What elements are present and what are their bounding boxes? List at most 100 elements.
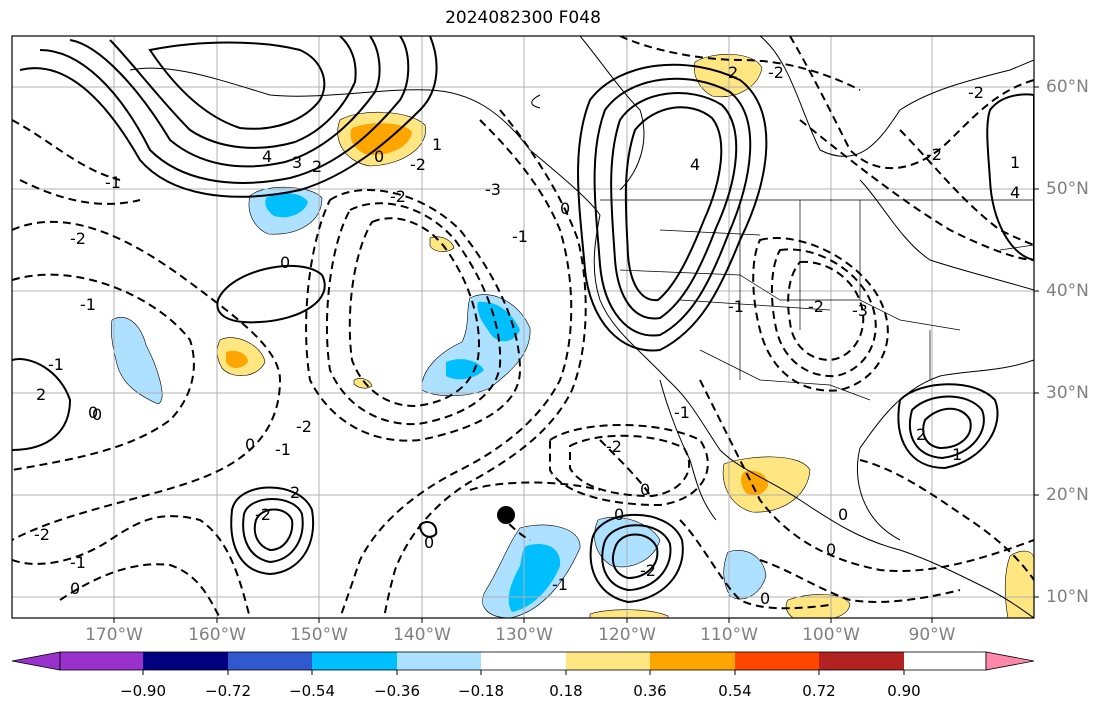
shading-offshore-deepblue-2 [446, 359, 484, 380]
contour-label: -1 [275, 440, 291, 459]
contour-label: 0 [374, 147, 384, 166]
colorbar-segment [735, 652, 819, 670]
shading-bottom-yellow [589, 609, 669, 618]
contour-label: 1 [432, 135, 442, 154]
colorbar-segment [819, 652, 904, 670]
colorbar-tick-label: −0.90 [120, 682, 166, 700]
contour-label: -1 [80, 295, 96, 314]
colorbar-extend-low [11, 651, 61, 671]
contour-label: -1 [48, 355, 64, 374]
colorbar-segment [650, 652, 735, 670]
contour-label: -2 [968, 83, 984, 102]
contour-label: -2 [926, 145, 942, 164]
colorbar-tick-label: 0.36 [633, 682, 667, 700]
colorbar-segment [60, 652, 143, 670]
contour-label: -3 [852, 301, 868, 320]
contour-label: 0 [92, 405, 102, 424]
contour-label: 4 [690, 155, 700, 174]
contour-label: 0 [560, 199, 570, 218]
colorbar-tick-label: −0.36 [374, 682, 420, 700]
axis-ticks [113, 86, 1039, 623]
colorbar-tick-label: 0.54 [718, 682, 752, 700]
contour-label: -1 [674, 403, 690, 422]
contour-label: 0 [826, 540, 836, 559]
contour-label: 3 [292, 153, 302, 172]
contour-label: 2 [36, 385, 46, 404]
colorbar-tick-label: −0.18 [458, 682, 504, 700]
lat-label: 10°N [1046, 587, 1089, 607]
map-frame [11, 35, 1035, 619]
lon-label: 160°W [188, 625, 246, 645]
colorbar-segments [59, 651, 987, 671]
colorbar-segment [397, 652, 481, 670]
contour-label: 0 [760, 589, 770, 608]
lon-label: 170°W [85, 625, 143, 645]
contour-label: 0 [838, 505, 848, 524]
lon-label: 90°W [908, 625, 956, 645]
contour-label: -1 [512, 227, 528, 246]
contour-label: 4 [1010, 183, 1020, 202]
contour-label: 0 [70, 579, 80, 598]
shading-central-orange-spot [226, 350, 248, 368]
colorbar-segment [228, 652, 312, 670]
colorbar [11, 651, 1035, 675]
colorbar-segment [312, 652, 397, 670]
colorbar-segment [566, 652, 650, 670]
lat-label: 30°N [1046, 383, 1089, 403]
coastlines [129, 36, 1034, 618]
contour-label: 0 [88, 403, 98, 422]
storm-center-marker [497, 506, 515, 524]
contour-label: -2 [410, 155, 426, 174]
contour-label: -1 [552, 575, 568, 594]
negative-contours [12, 36, 1034, 618]
contour-label: 0 [424, 533, 434, 552]
lat-label: 20°N [1046, 485, 1089, 505]
contour-label: -1 [70, 553, 86, 572]
contour-label: -2 [34, 525, 50, 544]
lat-label: 40°N [1046, 281, 1089, 301]
lon-label: 130°W [495, 625, 553, 645]
contour-label: 2 [290, 483, 300, 502]
shading-west-pacific-blue [110, 316, 163, 405]
graticule [12, 36, 1034, 618]
colorbar-extend-high [985, 651, 1035, 671]
lon-label: 150°W [290, 625, 348, 645]
contour-label: -2 [808, 297, 824, 316]
contour-label: -2 [606, 437, 622, 456]
contour-label: -2 [640, 561, 656, 580]
lat-label: 50°N [1046, 179, 1089, 199]
lon-label: 110°W [700, 625, 758, 645]
contour-label: 1 [952, 445, 962, 464]
lat-label: 60°N [1046, 77, 1089, 97]
lon-label: 120°W [598, 625, 656, 645]
contour-label: 0 [245, 435, 255, 454]
contour-label: -2 [768, 63, 784, 82]
shading-ne-pacific-deepblue [265, 193, 308, 218]
colorbar-segment [143, 652, 228, 670]
contour-labels: 4 3 2 1 0 0 -1 -2 -1 -1 2 0 -1 0 -2 -2 -… [34, 63, 1020, 608]
lon-label: 100°W [802, 625, 860, 645]
contour-label: -2 [296, 417, 312, 436]
contour-label: 4 [262, 147, 272, 166]
colorbar-segment [481, 652, 566, 670]
contour-label: -3 [485, 180, 501, 199]
contour-label: -2 [390, 187, 406, 206]
colorbar-tick-label: 0.18 [549, 682, 583, 700]
contour-label: -2 [255, 505, 271, 524]
contour-label: 2 [312, 157, 322, 176]
colorbar-tick-label: −0.54 [289, 682, 335, 700]
contour-label: 0 [280, 253, 290, 272]
contour-label: 2 [728, 63, 738, 82]
contour-label: -1 [105, 173, 121, 192]
contour-label: 2 [916, 425, 926, 444]
colorbar-tick-label: 0.90 [887, 682, 921, 700]
positive-contours [12, 36, 1034, 604]
shading-tropical-deepblue [508, 544, 561, 612]
colorbar-tick-label: −0.72 [205, 682, 251, 700]
shading-offshore-deepblue [477, 301, 520, 342]
colorbar-tick-label: 0.72 [802, 682, 836, 700]
contour-label: 0 [640, 480, 650, 499]
shaded-anomaly-regions [110, 53, 1034, 618]
contour-label: 0 [614, 505, 624, 524]
